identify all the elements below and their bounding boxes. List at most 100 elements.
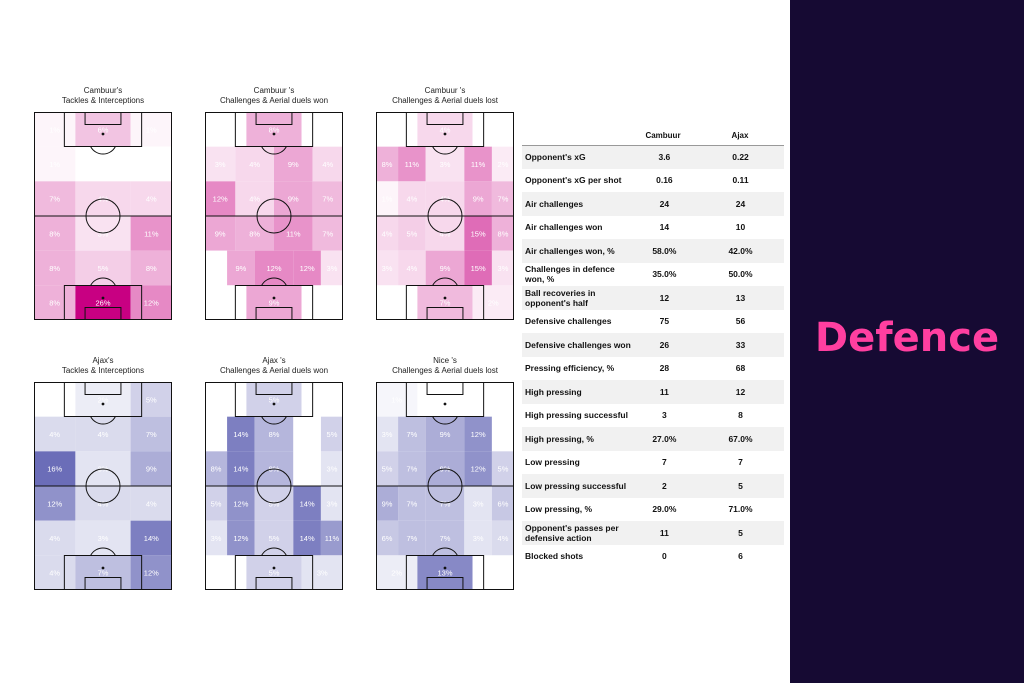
heatmap-cell bbox=[130, 416, 172, 452]
heatmap-cell bbox=[320, 486, 343, 521]
table-row: Air challenges 24 24 bbox=[522, 192, 784, 216]
heatmap-cell bbox=[130, 555, 172, 590]
heatmap-cell bbox=[464, 520, 492, 556]
heatmap-cell bbox=[205, 416, 228, 452]
stat-value-ajax: 42.0% bbox=[728, 245, 753, 256]
heatmap-cell-label: 3% bbox=[327, 465, 338, 474]
stat-label: Air challenges won bbox=[525, 222, 603, 233]
heatmap-cell-label: 8% bbox=[211, 465, 222, 474]
heatmap-cell bbox=[301, 112, 343, 147]
heatmap-cell bbox=[75, 520, 131, 556]
section-title: Defence bbox=[814, 315, 1000, 361]
heatmap-cell-label: 9% bbox=[288, 160, 299, 169]
stat-label: Pressing efficiency, % bbox=[525, 363, 615, 374]
heatmap-cell-label: 4% bbox=[249, 195, 260, 204]
heatmap-cell-label: 4% bbox=[49, 569, 60, 578]
heatmap-cell bbox=[235, 181, 274, 216]
stats-body: Opponent's xG 3.6 0.22 Opponent's xG per sh… bbox=[522, 145, 784, 568]
heatmap-cell bbox=[293, 416, 321, 452]
heatmap-cell-label: 11% bbox=[471, 160, 486, 169]
heatmap-cell-label: 9% bbox=[215, 229, 226, 238]
heatmap-cell-label: 12% bbox=[47, 499, 62, 508]
heatmap-cell-label: 5% bbox=[406, 229, 417, 238]
heatmap-title-line: Challenges & Aerial duels won bbox=[219, 96, 329, 105]
heatmap-cell-label: 0% bbox=[317, 299, 328, 308]
table-row: Low pressing 7 7 bbox=[522, 451, 784, 475]
heatmap-cell bbox=[464, 250, 492, 286]
heatmap-cell bbox=[34, 285, 76, 320]
stat-value-ajax: 7 bbox=[738, 457, 743, 468]
heatmap-cell bbox=[130, 486, 172, 521]
heatmap-cell bbox=[312, 146, 343, 182]
heatmap-cell-label: 12% bbox=[144, 569, 159, 578]
heatmap-cell-label: 0% bbox=[302, 465, 313, 474]
heatmap-cell bbox=[320, 520, 343, 556]
stat-value-ajax: 68 bbox=[735, 363, 746, 374]
stat-value-ajax: 6 bbox=[738, 551, 743, 562]
heatmap-cell bbox=[130, 520, 172, 556]
stat-value-ajax: 0.22 bbox=[732, 151, 749, 162]
heatmap-cell bbox=[130, 181, 172, 216]
heatmap-cell-label: 7% bbox=[440, 534, 451, 543]
stat-value-ajax: 13 bbox=[735, 292, 746, 303]
heatmap-cell-label: 3% bbox=[473, 534, 484, 543]
heatmap-cell bbox=[34, 181, 76, 216]
heatmap-cell-label: 15% bbox=[471, 229, 486, 238]
heatmap-cell-label: 8% bbox=[249, 229, 260, 238]
heatmap-title-line: Tackles & Interceptions bbox=[61, 366, 145, 375]
pitch-heatmap: 1% 0% 0%3% 7% 9% 12% 0%5% 7% 9% 12% 5%9% 7% 7% 3% 6%6%… bbox=[376, 382, 514, 590]
heatmap-title-line: Ajax's bbox=[92, 356, 114, 365]
heatmap-cell bbox=[464, 416, 492, 452]
heatmap-cell-label: 0% bbox=[211, 430, 222, 439]
heatmap-cell-label: 12% bbox=[471, 465, 486, 474]
heatmap-cell bbox=[130, 146, 172, 182]
table-row: Challenges in defence won, % 35.0% 50.0% bbox=[522, 263, 784, 287]
heatmap-cell bbox=[425, 520, 465, 556]
heatmap-cell-label: 5% bbox=[211, 499, 222, 508]
table-row: Blocked shots 0 6 bbox=[522, 545, 784, 569]
stat-label: High pressing successful bbox=[525, 410, 628, 421]
heatmap-cell bbox=[205, 146, 236, 182]
heatmap-cell-label: 8% bbox=[49, 299, 60, 308]
heatmap-cell-label: 8% bbox=[269, 125, 280, 134]
table-row: Pressing efficiency, % 28 68 bbox=[522, 357, 784, 381]
heatmap-cell-label: 7% bbox=[498, 195, 509, 204]
heatmap-cell-label: 4% bbox=[249, 160, 260, 169]
heatmap-cell bbox=[312, 181, 343, 216]
heatmap-cell bbox=[398, 451, 426, 486]
stat-value-cambuur: 35.0% bbox=[652, 269, 677, 280]
heatmap-cell bbox=[34, 555, 76, 590]
stat-value-cambuur: 24 bbox=[659, 198, 670, 209]
heatmap-title-line: Challenges & Aerial duels won bbox=[219, 366, 329, 375]
heatmap-cell-label: 0% bbox=[220, 299, 231, 308]
heatmap-cell bbox=[464, 146, 492, 182]
stat-value-cambuur: 0.16 bbox=[656, 175, 673, 186]
heatmap-cell-label: 3% bbox=[498, 264, 509, 273]
table-row: Defensive challenges won 26 33 bbox=[522, 333, 784, 357]
heatmap-cell bbox=[205, 112, 247, 147]
stat-value-cambuur: 28 bbox=[659, 363, 670, 374]
stat-value-cambuur: 75 bbox=[659, 316, 670, 327]
pitch-heatmap: 0% 5% 0%0% 14% 8% 0% 5%8% 14% 8% 0% 3%5% 12% 5% 14% 3%… bbox=[205, 382, 343, 590]
heatmap-cell-label: 8% bbox=[49, 264, 60, 273]
stat-value-ajax: 24 bbox=[735, 198, 746, 209]
table-row: Opponent's xG 3.6 0.22 bbox=[522, 145, 784, 169]
heatmap-cell-label: 0% bbox=[488, 395, 499, 404]
heatmap-cell-label: 5% bbox=[498, 465, 509, 474]
heatmap-cell bbox=[376, 112, 418, 147]
heatmap-cell-label: 9% bbox=[382, 499, 393, 508]
heatmap-cell bbox=[464, 451, 492, 486]
table-row: High pressing successful 3 8 bbox=[522, 404, 784, 428]
heatmap-cell-label: 0% bbox=[488, 125, 499, 134]
heatmap-cell-label: 9% bbox=[440, 430, 451, 439]
heatmap-cell-label: 7% bbox=[322, 195, 333, 204]
stat-value-cambuur: 3.6 bbox=[658, 151, 671, 162]
heatmap-cell-label: 0% bbox=[98, 160, 109, 169]
heatmap-cell-label: 14% bbox=[300, 534, 315, 543]
heatmap-cell-label: 4% bbox=[146, 195, 157, 204]
stat-label: Low pressing bbox=[525, 457, 580, 468]
heatmap-cell bbox=[274, 181, 313, 216]
heatmap-cell bbox=[293, 520, 321, 556]
heatmap-cell-label: 4% bbox=[322, 160, 333, 169]
stat-value-ajax: 71.0% bbox=[728, 504, 753, 515]
